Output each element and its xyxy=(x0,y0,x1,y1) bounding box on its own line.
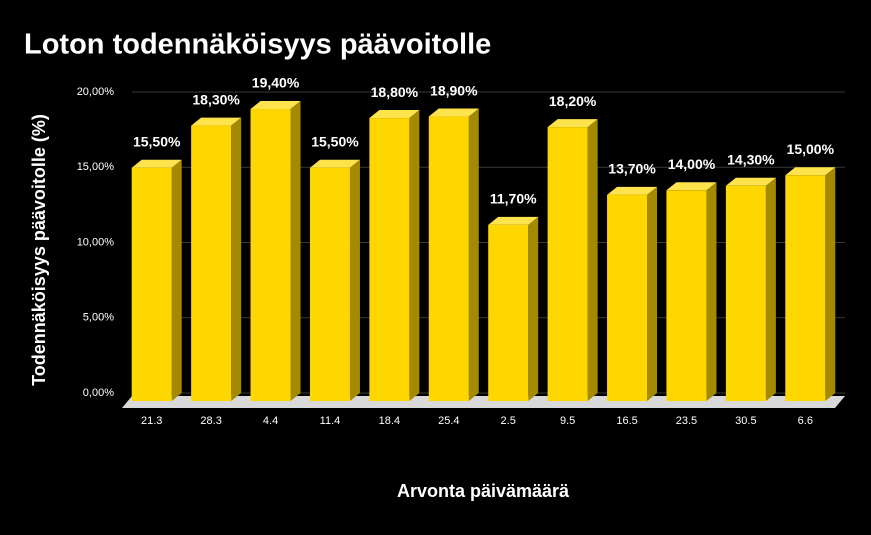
x-tick-label: 18.4 xyxy=(379,415,400,427)
bar-side xyxy=(706,182,717,401)
bar-side xyxy=(409,110,420,401)
bar-top xyxy=(725,177,776,186)
x-tick-label: 28.3 xyxy=(200,415,221,427)
bar-side xyxy=(825,167,836,401)
bar-top xyxy=(547,119,598,128)
bar-side xyxy=(231,117,242,402)
bar-top xyxy=(191,117,242,126)
bar-side xyxy=(290,101,301,401)
x-tick-label: 25.4 xyxy=(438,415,459,427)
x-tick-label: 30.5 xyxy=(735,415,756,427)
x-tick-label: 9.5 xyxy=(560,415,575,427)
bar xyxy=(369,118,410,401)
value-label: 18,90% xyxy=(430,82,478,98)
bar xyxy=(785,175,826,401)
bar-top xyxy=(785,167,836,176)
y-axis-label: Todennäköisyys päävoitolle (%) xyxy=(29,114,49,386)
bar-top xyxy=(666,182,717,191)
x-tick-label: 4.4 xyxy=(263,415,278,427)
bar-side xyxy=(587,119,598,401)
bar-side xyxy=(647,186,658,401)
bar xyxy=(725,185,766,401)
bar xyxy=(309,167,350,401)
y-tick-label: 15,00% xyxy=(77,161,115,173)
value-label: 11,70% xyxy=(490,191,537,207)
value-label: 14,30% xyxy=(727,151,775,167)
x-tick-label: 21.3 xyxy=(141,415,162,427)
bar xyxy=(547,127,588,401)
value-label: 18,30% xyxy=(192,91,240,107)
value-label: 15,50% xyxy=(311,133,359,149)
bar-side xyxy=(468,108,479,402)
value-label: 18,80% xyxy=(371,84,419,100)
bar-side xyxy=(765,177,776,401)
bar xyxy=(428,116,469,402)
bar-top xyxy=(131,159,182,168)
value-label: 18,20% xyxy=(549,93,597,109)
value-label: 15,50% xyxy=(133,133,181,149)
x-tick-label: 2.5 xyxy=(501,415,516,427)
bar-top xyxy=(250,101,301,110)
bar xyxy=(607,194,648,401)
bar-top xyxy=(369,110,420,119)
y-tick-label: 10,00% xyxy=(77,236,115,248)
chart-title: Loton todennäköisyys päävoitolle xyxy=(24,29,491,61)
bar-top xyxy=(488,216,539,225)
bar-top xyxy=(309,159,360,168)
bar xyxy=(666,190,707,401)
y-tick-label: 5,00% xyxy=(83,312,114,324)
bar-side xyxy=(349,159,360,401)
bar xyxy=(131,167,172,401)
bar xyxy=(191,125,232,402)
y-tick-label: 20,00% xyxy=(77,86,115,98)
x-tick-label: 11.4 xyxy=(320,415,341,427)
bar xyxy=(250,109,291,401)
bar-top xyxy=(428,108,479,117)
x-tick-label: 23.5 xyxy=(676,415,697,427)
x-tick-label: 6.6 xyxy=(798,415,813,427)
bar-side xyxy=(528,216,539,401)
value-label: 19,40% xyxy=(252,75,300,91)
x-tick-label: 16.5 xyxy=(616,415,637,427)
bar-top xyxy=(607,186,658,195)
bar-side xyxy=(171,159,182,401)
value-label: 15,00% xyxy=(787,141,835,157)
bar xyxy=(488,224,529,401)
y-tick-label: 0,00% xyxy=(83,387,114,399)
x-axis-label: Arvonta päivämäärä xyxy=(397,481,570,501)
floor xyxy=(122,396,845,408)
value-label: 14,00% xyxy=(668,156,716,172)
value-label: 13,70% xyxy=(608,161,656,177)
